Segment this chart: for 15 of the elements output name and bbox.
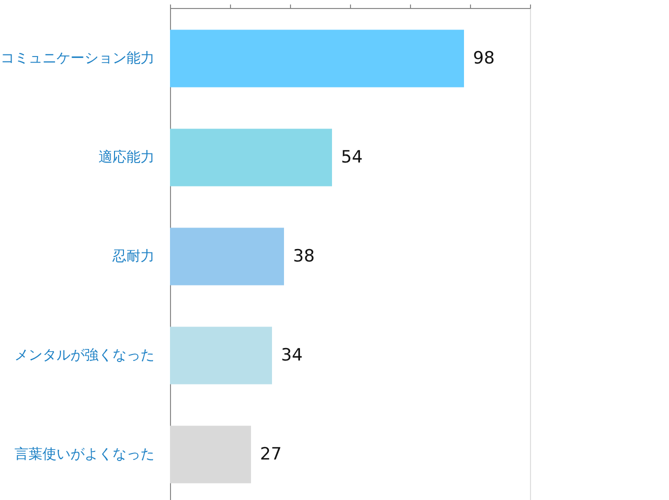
data-label: 38 <box>293 246 315 266</box>
y-tick-label: コミュニケーション能力 <box>0 50 154 66</box>
bar <box>170 128 332 186</box>
y-tick-label: 忍耐力 <box>112 248 154 264</box>
y-tick-label: 適応能力 <box>98 149 154 166</box>
y-tick-label: メンタルが強くなった <box>14 348 154 364</box>
y-tick-label: 言葉使いがよくなった <box>14 446 154 463</box>
data-label: 34 <box>281 346 303 366</box>
data-label: 98 <box>473 48 495 68</box>
bar <box>170 326 272 384</box>
data-label: 27 <box>260 444 282 465</box>
data-label: 54 <box>341 147 363 168</box>
bar <box>170 228 284 286</box>
bar <box>170 30 464 88</box>
bar <box>170 426 251 484</box>
